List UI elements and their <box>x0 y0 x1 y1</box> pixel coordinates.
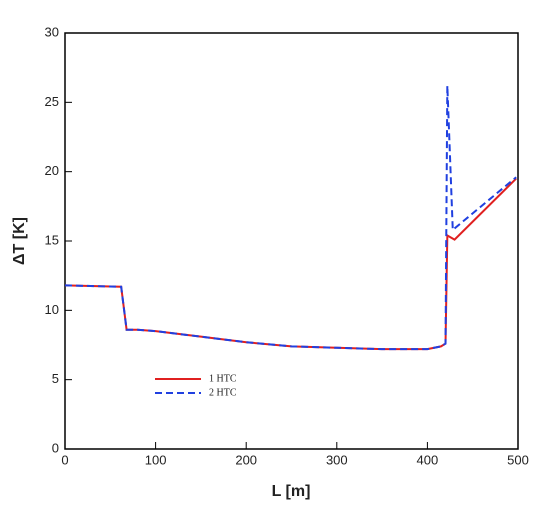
series-line <box>64 177 517 351</box>
x-tick-label: 200 <box>235 452 257 467</box>
y-tick-label: 15 <box>45 232 59 247</box>
x-axis-title: L [m] <box>272 483 311 500</box>
series-line <box>64 85 517 351</box>
x-tick-label: 300 <box>326 452 348 467</box>
y-tick-label: 25 <box>45 94 59 109</box>
x-tick-label: 100 <box>145 452 167 467</box>
x-tick-label: 0 <box>61 452 68 467</box>
y-tick-label: 10 <box>45 302 59 317</box>
y-tick-label: 30 <box>45 24 59 39</box>
y-tick-label: 20 <box>45 163 59 178</box>
x-tick-label: 400 <box>417 452 439 467</box>
y-axis-title: ΔT [K] <box>11 217 28 265</box>
legend-label: 2 HTC <box>209 387 237 398</box>
x-tick-label: 500 <box>507 452 529 467</box>
y-tick-label: 5 <box>52 371 59 386</box>
legend-label: 1 HTC <box>209 373 237 384</box>
plot-frame <box>64 32 519 450</box>
y-tick-label: 0 <box>52 440 59 455</box>
